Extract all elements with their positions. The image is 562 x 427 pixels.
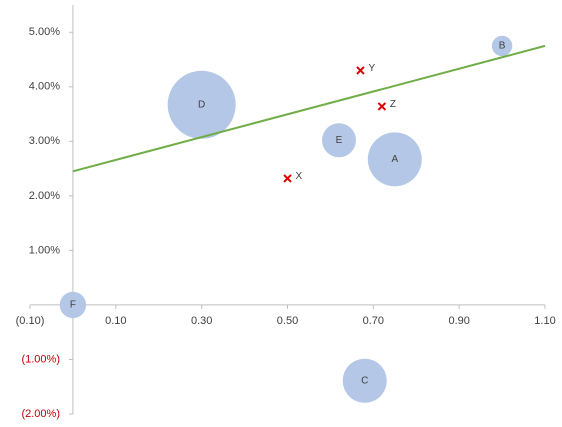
bubble	[491, 35, 513, 57]
cross-label: X	[296, 171, 303, 182]
cross-label: Y	[368, 63, 375, 74]
bubble	[59, 291, 87, 319]
y-tick-label: (1.00%)	[21, 353, 60, 365]
bubble	[342, 358, 387, 403]
bubble	[167, 70, 236, 139]
y-tick-label: 2.00%	[29, 190, 60, 202]
cross-label: Z	[390, 99, 396, 110]
y-tick-label: 5.00%	[29, 26, 60, 38]
x-tick-label: 0.50	[277, 315, 298, 327]
cross-marker	[377, 102, 387, 111]
cross-marker	[356, 66, 365, 75]
x-tick-label: 0.10	[105, 315, 126, 327]
x-tick-label: 0.90	[448, 315, 469, 327]
x-tick-label: (0.10)	[16, 315, 45, 327]
x-tick-label: 1.10	[534, 315, 555, 327]
y-tick-label: 4.00%	[29, 81, 60, 93]
cross-stroke	[356, 66, 365, 75]
y-tick-label: (2.00%)	[21, 408, 60, 420]
bubble-label: A	[391, 154, 398, 165]
cross-stroke	[283, 174, 292, 183]
y-tick-label: 3.00%	[29, 135, 60, 147]
bubble	[367, 132, 422, 187]
bubble-label: D	[198, 99, 205, 110]
bubble	[322, 123, 356, 158]
trend-line	[72, 44, 546, 173]
x-tick-label: 0.70	[363, 315, 384, 327]
bubble-label: F	[70, 300, 76, 311]
x-tick-label: 0.30	[191, 315, 212, 327]
bubble-label: C	[361, 375, 368, 386]
cross-marker	[283, 174, 292, 183]
cross-stroke	[377, 102, 387, 111]
bubble-label: E	[336, 135, 343, 146]
y-tick-label: 1.00%	[29, 244, 60, 256]
bubble-label: B	[499, 41, 506, 52]
